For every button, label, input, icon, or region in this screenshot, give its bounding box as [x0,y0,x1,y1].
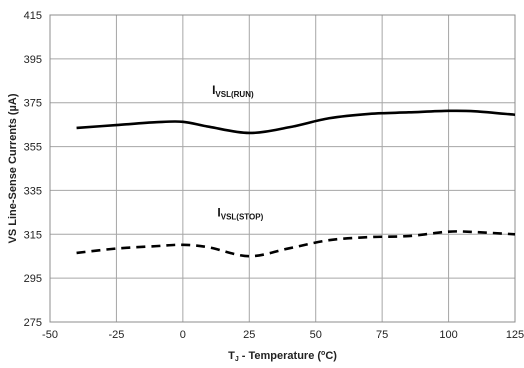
series-label-stop-sub: VSL(STOP) [221,213,264,222]
x-axis-title-middle: - Temperature ( [239,350,322,362]
y-tick-label: 275 [24,317,42,329]
series-run-line [76,109,516,135]
y-tick-label: 375 [24,98,42,110]
x-tick-label: -50 [42,329,58,341]
x-tick-label: 25 [243,329,255,341]
series-label-stop-main: I [217,206,220,220]
x-tick-label: 100 [439,329,457,341]
series-stop-line [76,230,516,258]
y-tick-label: 395 [24,54,42,66]
y-tick-label: 335 [24,185,42,197]
y-tick-label: 415 [24,10,42,22]
y-axis-title: VS Line-Sense Currents (µA) [7,93,19,243]
x-tick-label: 50 [310,329,322,341]
x-axis-title-suffix: C) [325,350,337,362]
x-tick-label: 75 [376,329,388,341]
series-label-run-main: I [212,83,215,97]
y-tick-label: 315 [24,229,42,241]
plot-frame [49,14,516,323]
tick-labels: -50 -25 0 25 50 75 100 125 275 295 315 335 355 375 395… [24,10,524,341]
series-label-run-sub: VSL(RUN) [215,90,254,99]
x-axis-title-sup: o [321,350,325,357]
grid-lines [49,14,516,323]
x-tick-label: 125 [506,329,524,341]
x-axis-title-sub: J [235,356,239,363]
series-label-run: IVSL(RUN) [212,83,254,99]
x-axis-title: TJ - Temperature (oC) [228,350,337,363]
x-axis-title-prefix: T [228,350,235,362]
y-tick-label: 355 [24,142,42,154]
y-tick-label: 295 [24,273,42,285]
x-tick-label: 0 [180,329,186,341]
x-tick-label: -25 [108,329,124,341]
series-label-stop: IVSL(STOP) [217,206,263,222]
series-layer [76,109,516,258]
